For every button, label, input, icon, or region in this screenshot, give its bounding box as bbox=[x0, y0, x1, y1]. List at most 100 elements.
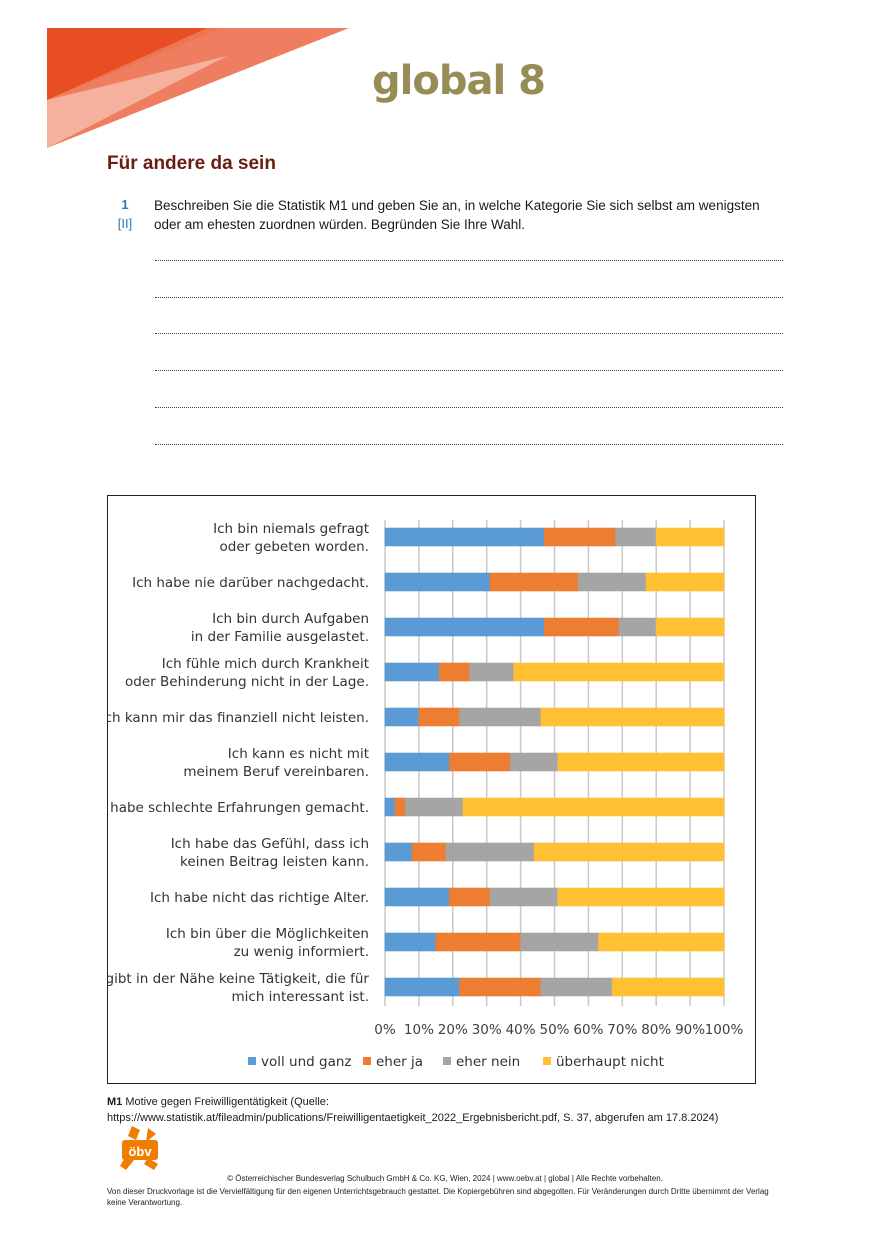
bar-segment-voll-und-ganz bbox=[384, 887, 450, 907]
bar-segment-überhaupt-nicht bbox=[611, 977, 725, 997]
caption-label: M1 bbox=[107, 1096, 123, 1108]
bar-segment-eher-ja bbox=[411, 842, 447, 862]
bar-segment-voll-und-ganz bbox=[384, 752, 450, 772]
category-label: meinem Beruf vereinbaren. bbox=[183, 764, 369, 780]
category-label: Ich kann mir das finanziell nicht leiste… bbox=[108, 710, 369, 726]
x-tick-label: 50% bbox=[539, 1022, 569, 1038]
bar-segment-eher-nein bbox=[469, 662, 515, 682]
brand-title: global 8 bbox=[372, 58, 546, 104]
bar-segment-voll-und-ganz bbox=[384, 617, 545, 637]
bar-segment-überhaupt-nicht bbox=[655, 527, 725, 547]
bar-segment-eher-ja bbox=[489, 572, 579, 592]
answer-line[interactable] bbox=[155, 296, 783, 298]
bar-segment-eher-ja bbox=[448, 752, 511, 772]
x-tick-label: 20% bbox=[438, 1022, 468, 1038]
category-label: Ich habe nicht das richtige Alter. bbox=[150, 890, 369, 906]
answer-line[interactable] bbox=[155, 370, 783, 372]
x-tick-label: 90% bbox=[675, 1022, 705, 1038]
chart-svg: 0% 10% 20% 30% 40% 50% 60% 70% 80% 90% 100% Ich bin… bbox=[86, 520, 744, 1070]
bar-segment-überhaupt-nicht bbox=[513, 662, 725, 682]
category-label: Ich fühle mich durch Krankheit bbox=[162, 656, 369, 672]
category-label: in der Familie ausgelastet. bbox=[191, 629, 369, 645]
legend-label: eher ja bbox=[376, 1054, 423, 1070]
category-label: oder Behinderung nicht in der Lage. bbox=[125, 674, 369, 690]
bar-segment-voll-und-ganz bbox=[384, 977, 461, 997]
category-label: Ich kann es nicht mit bbox=[228, 746, 369, 762]
legend-label: überhaupt nicht bbox=[556, 1054, 664, 1070]
x-tick-label: 10% bbox=[404, 1022, 434, 1038]
category-label: keinen Beitrag leisten kann. bbox=[180, 854, 369, 870]
bar-segment-eher-ja bbox=[418, 707, 461, 727]
bar-segment-eher-nein bbox=[618, 617, 657, 637]
category-label: mich interessant ist. bbox=[232, 989, 370, 1005]
answer-line[interactable] bbox=[155, 443, 783, 445]
bar-segment-überhaupt-nicht bbox=[557, 887, 725, 907]
category-label: zu wenig informiert. bbox=[234, 944, 369, 960]
task-level: [II] bbox=[117, 216, 133, 231]
bar-segment-überhaupt-nicht bbox=[598, 932, 725, 952]
category-label: Es gibt in der Nähe keine Tätigkeit, die… bbox=[108, 971, 369, 987]
bar-segment-eher-nein bbox=[404, 797, 464, 817]
bar-segment-eher-ja bbox=[543, 617, 620, 637]
category-label: Ich habe schlechte Erfahrungen gemacht. bbox=[108, 800, 369, 816]
bar-segment-eher-nein bbox=[577, 572, 647, 592]
logo-shape-mid bbox=[47, 28, 349, 148]
bar-segment-eher-nein bbox=[540, 977, 613, 997]
bar-segment-eher-ja bbox=[435, 932, 522, 952]
bar-segment-überhaupt-nicht bbox=[557, 752, 725, 772]
bar-segment-voll-und-ganz bbox=[384, 707, 420, 727]
oebv-logo: öbv bbox=[120, 1126, 158, 1170]
bar-segment-überhaupt-nicht bbox=[540, 707, 725, 727]
answer-line[interactable] bbox=[155, 333, 783, 335]
x-tick-label: 60% bbox=[573, 1022, 603, 1038]
bar-segment-überhaupt-nicht bbox=[645, 572, 725, 592]
bar-segment-voll-und-ganz bbox=[384, 662, 440, 682]
legend-swatch bbox=[543, 1057, 551, 1065]
bar-segment-eher-nein bbox=[445, 842, 535, 862]
bar-segment-voll-und-ganz bbox=[384, 797, 396, 817]
answer-line[interactable] bbox=[155, 260, 783, 261]
x-tick-label: 100% bbox=[705, 1022, 744, 1038]
page-heading: Für andere da sein bbox=[107, 153, 276, 174]
task-text: Beschreiben Sie die Statistik M1 und geb… bbox=[154, 198, 760, 232]
bar-segment-eher-nein bbox=[489, 887, 559, 907]
bar-segment-eher-nein bbox=[509, 752, 559, 772]
bar-segment-eher-ja bbox=[448, 887, 491, 907]
oebv-logo-text: öbv bbox=[128, 1144, 152, 1159]
task-number: 1 bbox=[121, 197, 129, 212]
disclaimer: Von dieser Druckvorlage ist die Vervielf… bbox=[107, 1187, 769, 1207]
x-tick-label: 40% bbox=[506, 1022, 536, 1038]
x-tick-label: 70% bbox=[607, 1022, 637, 1038]
bar-segment-voll-und-ganz bbox=[384, 527, 545, 547]
category-label: Ich bin niemals gefragt bbox=[213, 521, 369, 537]
category-label: Ich bin über die Möglichkeiten bbox=[166, 926, 369, 942]
bar-segment-eher-ja bbox=[459, 977, 542, 997]
bar-segment-überhaupt-nicht bbox=[533, 842, 725, 862]
legend-label: voll und ganz bbox=[261, 1054, 352, 1070]
caption-text: Motive gegen Freiwilligentätigkeit (Quel… bbox=[122, 1096, 329, 1108]
bar-segment-überhaupt-nicht bbox=[655, 617, 725, 637]
bar-segment-eher-ja bbox=[394, 797, 406, 817]
category-label: oder gebeten worden. bbox=[219, 539, 369, 555]
bar-segment-voll-und-ganz bbox=[384, 572, 491, 592]
bar-segment-voll-und-ganz bbox=[384, 842, 413, 862]
category-label: Ich habe das Gefühl, dass ich bbox=[171, 836, 369, 852]
x-tick-label: 30% bbox=[472, 1022, 502, 1038]
answer-line[interactable] bbox=[155, 406, 783, 408]
bar-segment-eher-nein bbox=[520, 932, 600, 952]
chart-m1: 0% 10% 20% 30% 40% 50% 60% 70% 80% 90% 100% Ich bin… bbox=[86, 495, 756, 1084]
legend-swatch bbox=[363, 1057, 371, 1065]
bar-segment-eher-ja bbox=[438, 662, 471, 682]
category-label: Ich bin durch Aufgaben bbox=[212, 611, 369, 627]
caption-source: https://www.statistik.at/fileadmin/publi… bbox=[107, 1112, 719, 1124]
figure-caption: M1 Motive gegen Freiwilligentätigkeit (Q… bbox=[107, 1094, 807, 1126]
legend-label: eher nein bbox=[456, 1054, 520, 1070]
copyright: © Österreichischer Bundesverlag Schulbuc… bbox=[227, 1174, 663, 1183]
bar-segment-eher-nein bbox=[615, 527, 657, 547]
legend-swatch bbox=[443, 1057, 451, 1065]
logo-shape-light bbox=[47, 56, 227, 148]
x-tick-label: 0% bbox=[374, 1022, 396, 1038]
header-logo-shapes bbox=[47, 28, 349, 148]
bar-segment-eher-nein bbox=[459, 707, 542, 727]
